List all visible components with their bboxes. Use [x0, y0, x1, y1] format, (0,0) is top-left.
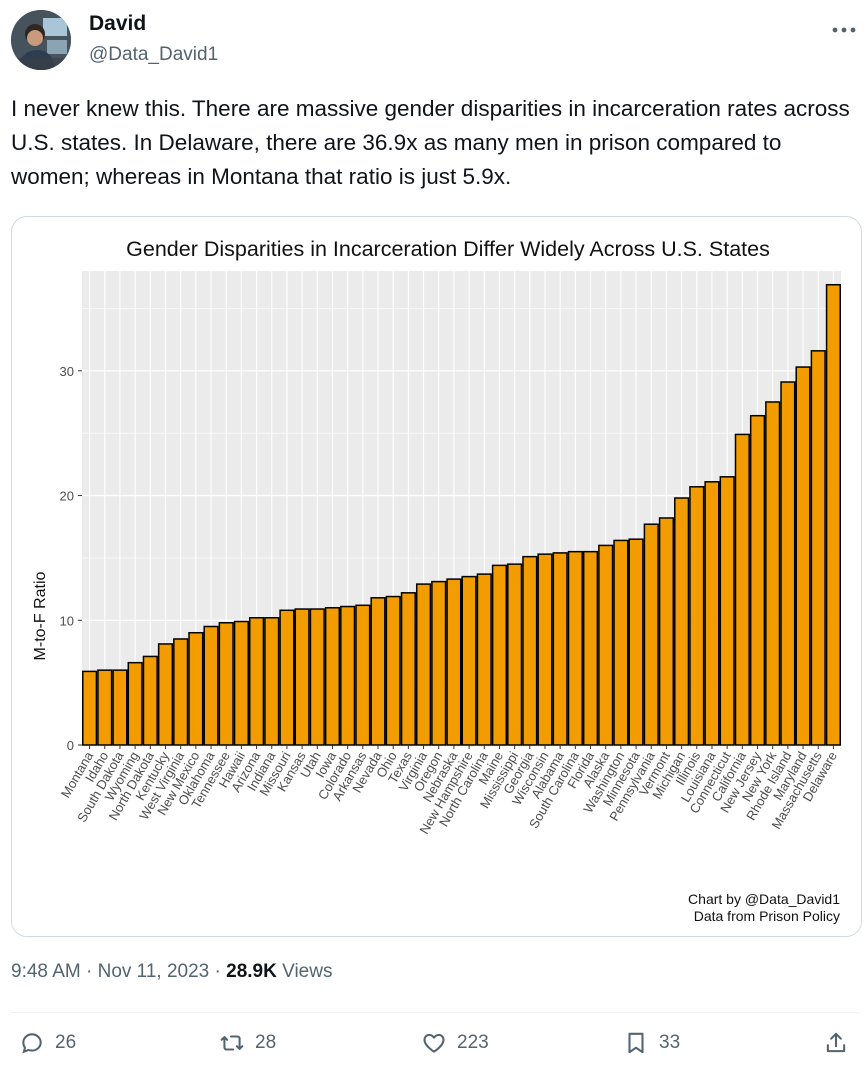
bar-wyoming	[127, 661, 143, 746]
reply-count: 26	[55, 1032, 77, 1053]
bookmark-button[interactable]: 33	[623, 1030, 680, 1056]
bar-california	[734, 433, 750, 746]
bar-north-dakota	[142, 655, 158, 746]
bar-maine	[491, 564, 508, 746]
views-count: 28.9K	[226, 961, 277, 982]
bar-illinois	[689, 486, 705, 746]
bar-wisconsin	[537, 553, 553, 746]
action-bar: 26 28 223 33	[11, 1030, 860, 1070]
y-tick-label: 30	[60, 364, 74, 379]
bar-arkansas	[355, 604, 371, 746]
bookmark-count: 33	[659, 1032, 681, 1053]
tweet-time[interactable]: 9:48 AM	[11, 961, 81, 982]
bar-rhode-island	[780, 381, 796, 746]
reply-icon	[22, 1033, 42, 1054]
bar-delaware	[825, 283, 841, 746]
views-label: Views	[282, 961, 333, 982]
bar-massachusetts	[810, 350, 826, 746]
ellipsis-icon[interactable]	[831, 14, 857, 40]
bar-minnesota	[628, 538, 644, 746]
share-button[interactable]	[823, 1030, 849, 1056]
bar-idaho	[97, 669, 113, 746]
bar-oregon	[431, 580, 447, 746]
bar-mississippi	[507, 563, 523, 746]
bar-nevada	[370, 597, 386, 746]
bar-new-hampshire	[461, 575, 477, 746]
share-icon	[826, 1032, 846, 1053]
bar-florida	[582, 550, 599, 746]
like-button[interactable]: 223	[421, 1030, 489, 1056]
bar-pennsylvania	[643, 523, 659, 746]
bar-texas	[400, 592, 416, 746]
bar-louisiana	[704, 481, 720, 746]
meta-dot: ·	[86, 961, 98, 982]
repost-count: 28	[255, 1032, 277, 1053]
tweet-meta: 9:48 AM · Nov 11, 2023 · 28.9K Views	[11, 961, 332, 983]
tweet-text: I never knew this. There are massive gen…	[11, 96, 850, 189]
chart-image-card[interactable]: Gender Disparities in Incarceration Diff…	[11, 216, 862, 937]
divider	[11, 1012, 860, 1013]
reply-button[interactable]: 26	[19, 1030, 76, 1056]
chart-title: Gender Disparities in Incarceration Diff…	[126, 237, 770, 261]
author-name[interactable]: David	[89, 12, 147, 35]
y-tick-label: 20	[60, 489, 74, 504]
bar-kentucky	[157, 643, 174, 746]
bar-iowa	[324, 607, 341, 746]
heart-icon	[423, 1033, 445, 1053]
bar-missouri	[279, 609, 295, 746]
bar-virginia	[415, 583, 432, 746]
avatar[interactable]	[11, 10, 71, 70]
bar-hawaii	[233, 620, 249, 746]
y-tick-label: 10	[60, 613, 74, 628]
like-count: 223	[457, 1032, 489, 1053]
bar-new-jersey	[749, 414, 766, 746]
bar-west-virginia	[173, 638, 189, 746]
bar-tennessee	[218, 622, 234, 746]
caption-line-2: Data from Prison Policy	[694, 908, 840, 924]
bar-vermont	[658, 517, 675, 746]
author-handle[interactable]: @Data_David1	[89, 44, 219, 65]
bar-maryland	[795, 366, 811, 746]
bar-montana	[82, 670, 98, 746]
bar-colorado	[340, 605, 356, 746]
bar-nebraska	[446, 578, 462, 746]
bar-washington	[613, 539, 629, 746]
caption-line-1: Chart by @Data_David1	[688, 891, 840, 907]
repost-button[interactable]: 28	[219, 1030, 276, 1056]
bar-alaska	[598, 544, 614, 746]
bar-arizona	[248, 617, 265, 746]
repost-icon	[220, 1035, 244, 1051]
y-tick-label: 0	[67, 738, 74, 753]
bar-michigan	[674, 497, 690, 746]
tweet-header: David @Data_David1	[11, 10, 857, 72]
bar-indiana	[264, 617, 280, 746]
bar-new-mexico	[188, 631, 204, 746]
y-axis-label: M-to-F Ratio	[32, 571, 49, 660]
bar-georgia	[522, 555, 538, 746]
bar-alabama	[552, 552, 568, 746]
bar-chart: Gender Disparities in Incarceration Diff…	[12, 217, 861, 936]
bookmark-icon	[628, 1032, 644, 1054]
bar-utah	[309, 608, 325, 746]
meta-dot: ·	[214, 961, 227, 982]
bar-new-york	[765, 401, 781, 746]
bar-connecticut	[719, 476, 735, 746]
tweet-date[interactable]: Nov 11, 2023	[97, 961, 210, 982]
bar-south-dakota	[112, 669, 128, 746]
bar-south-carolina	[567, 550, 583, 746]
bar-ohio	[385, 595, 401, 746]
bar-oklahoma	[203, 625, 219, 746]
avatar-image	[11, 10, 71, 70]
bar-kansas	[294, 608, 310, 746]
bar-north-carolina	[476, 573, 492, 746]
